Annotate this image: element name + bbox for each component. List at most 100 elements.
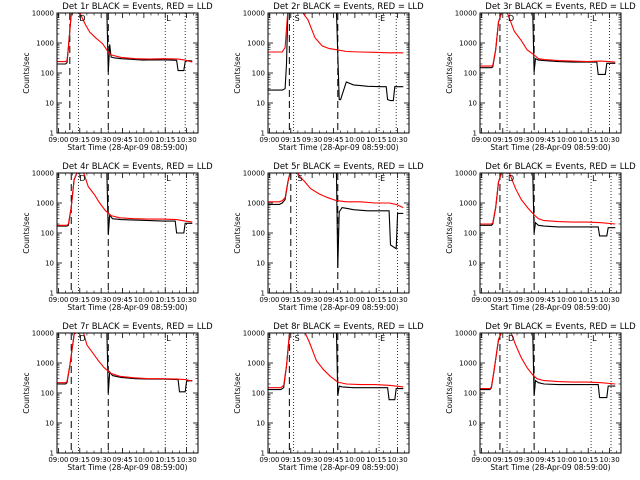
- y-tick-label: 1: [261, 130, 265, 138]
- marker-annotation: L: [592, 334, 597, 343]
- y-tick-label: 1: [50, 290, 54, 298]
- x-tick-label: 10:15: [578, 136, 598, 144]
- x-tick-label: 09:00: [48, 136, 68, 144]
- x-tick-label: 09:00: [48, 456, 68, 464]
- panel-det-2: Det 2r BLACK = Events, RED = LLD 1 10 100 10…: [233, 2, 424, 152]
- y-axis-label: Counts/sec: [445, 52, 454, 93]
- x-tick-label: 09:45: [535, 296, 555, 304]
- x-tick-label: 10:15: [155, 456, 175, 464]
- x-tick-label: 10:30: [600, 296, 620, 304]
- x-tick-label: 10:15: [155, 136, 175, 144]
- plot-frame: [56, 172, 199, 294]
- series-events-line: [268, 13, 404, 102]
- panel-title: Det 6r BLACK = Events, RED = LLD: [485, 162, 636, 172]
- x-tick-label: 10:30: [600, 136, 620, 144]
- y-tick-label: 10000: [243, 10, 265, 18]
- x-tick-label: 09:00: [259, 456, 279, 464]
- series-events-line: [57, 13, 193, 72]
- panel-det-5: Det 5r BLACK = Events, RED = LLD 1 10 100 10…: [233, 162, 424, 312]
- y-tick-label: 1000: [459, 360, 477, 368]
- x-tick-label: 09:00: [259, 136, 279, 144]
- marker-annotation: L: [592, 14, 597, 23]
- y-tick-label: 1: [473, 130, 477, 138]
- x-tick-label: 10:30: [388, 136, 408, 144]
- x-axis-label: Start Time (28-Apr-09 08:59:00): [278, 143, 398, 152]
- marker-annotation: D: [508, 334, 514, 343]
- series-lld-line: [480, 173, 616, 225]
- plot-frame: [267, 332, 410, 454]
- y-tick-label: 1000: [247, 40, 265, 48]
- x-tick-label: 09:30: [302, 296, 322, 304]
- series-lld-line: [57, 173, 193, 226]
- panel-det-7: Det 7r BLACK = Events, RED = LLD 1 10 100 10…: [22, 322, 213, 472]
- y-tick-label: 1000: [36, 40, 54, 48]
- panel-title: Det 1r BLACK = Events, RED = LLD: [62, 2, 213, 12]
- x-tick-label: 09:15: [281, 296, 301, 304]
- series-lld-line: [57, 333, 193, 384]
- y-tick-label: 1: [261, 450, 265, 458]
- x-axis-label: Start Time (28-Apr-09 08:59:00): [67, 303, 187, 312]
- marker-annotation: D: [79, 174, 85, 183]
- y-tick-label: 100: [464, 70, 477, 78]
- series-lld-line: [268, 173, 404, 209]
- series-events-line: [268, 173, 404, 268]
- y-tick-label: 100: [41, 390, 54, 398]
- x-tick-label: 10:15: [366, 136, 386, 144]
- x-axis-label: Start Time (28-Apr-09 08:59:00): [67, 143, 187, 152]
- y-tick-label: 10000: [455, 330, 477, 338]
- x-tick-label: 10:30: [388, 296, 408, 304]
- y-tick-label: 10: [256, 260, 265, 268]
- marker-annotation: S: [295, 14, 300, 23]
- y-axis-label: Counts/sec: [22, 52, 31, 93]
- marker-annotation: E: [380, 14, 385, 23]
- x-tick-label: 09:30: [91, 136, 111, 144]
- y-axis-label: Counts/sec: [22, 212, 31, 253]
- panel-det-6: Det 6r BLACK = Events, RED = LLD 1 10 100 10…: [445, 162, 636, 312]
- x-tick-label: 09:30: [514, 136, 534, 144]
- marker-annotation: D: [79, 14, 85, 23]
- panel-title: Det 9r BLACK = Events, RED = LLD: [485, 322, 636, 332]
- x-tick-label: 10:00: [557, 456, 577, 464]
- x-tick-label: 10:00: [134, 136, 154, 144]
- series-events-line: [57, 173, 193, 235]
- x-tick-label: 09:30: [514, 456, 534, 464]
- x-tick-label: 09:15: [493, 456, 513, 464]
- y-tick-label: 1: [50, 130, 54, 138]
- series-lld-line: [480, 333, 616, 390]
- x-tick-label: 09:30: [302, 136, 322, 144]
- x-tick-label: 10:15: [578, 296, 598, 304]
- panel-det-8: Det 8r BLACK = Events, RED = LLD 1 10 100 10…: [233, 322, 424, 472]
- y-tick-label: 100: [252, 230, 265, 238]
- x-tick-label: 10:00: [345, 456, 365, 464]
- marker-annotation: L: [166, 14, 171, 23]
- panel-title: Det 8r BLACK = Events, RED = LLD: [273, 322, 424, 332]
- marker-annotation: E: [380, 174, 385, 183]
- x-tick-label: 09:45: [323, 296, 343, 304]
- y-axis-label: Counts/sec: [445, 372, 454, 413]
- y-tick-label: 100: [252, 70, 265, 78]
- y-tick-label: 100: [41, 230, 54, 238]
- y-tick-label: 10: [45, 420, 54, 428]
- x-tick-label: 09:30: [91, 296, 111, 304]
- x-axis-label: Start Time (28-Apr-09 08:59:00): [490, 303, 610, 312]
- x-tick-label: 09:00: [259, 296, 279, 304]
- x-tick-label: 09:45: [323, 456, 343, 464]
- plot-frame: [479, 172, 622, 294]
- marker-annotation: S: [297, 174, 302, 183]
- panel-det-4: Det 4r BLACK = Events, RED = LLD 1 10 100 10…: [22, 162, 213, 312]
- y-tick-label: 100: [464, 390, 477, 398]
- y-tick-label: 1000: [36, 360, 54, 368]
- panel-title: Det 2r BLACK = Events, RED = LLD: [273, 2, 424, 12]
- y-tick-label: 1000: [247, 360, 265, 368]
- plot-frame: [479, 332, 622, 454]
- y-tick-label: 10: [468, 100, 477, 108]
- marker-annotation: D: [508, 174, 514, 183]
- y-tick-label: 10: [468, 420, 477, 428]
- panel-det-9: Det 9r BLACK = Events, RED = LLD 1 10 100 10…: [445, 322, 636, 472]
- y-tick-label: 1000: [247, 200, 265, 208]
- plot-frame: [479, 12, 622, 134]
- x-tick-label: 09:15: [70, 136, 90, 144]
- x-tick-label: 09:15: [281, 456, 301, 464]
- y-axis-label: Counts/sec: [445, 212, 454, 253]
- x-tick-label: 10:00: [345, 296, 365, 304]
